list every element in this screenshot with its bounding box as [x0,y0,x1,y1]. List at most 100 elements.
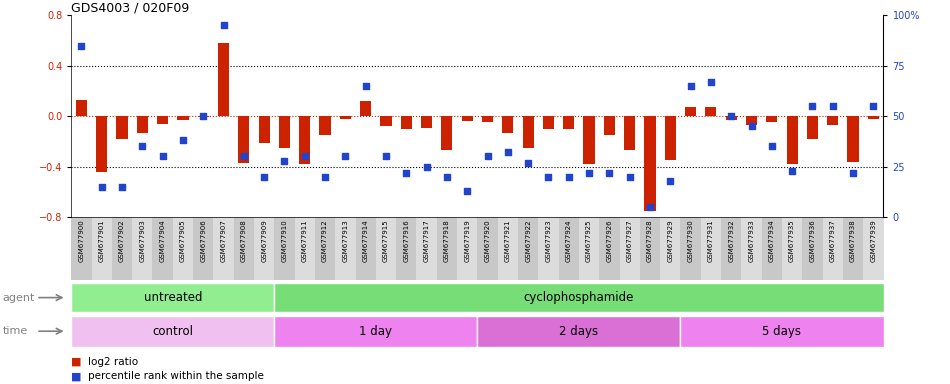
Point [724,113,739,119]
Bar [823,217,843,280]
Bar [157,116,168,124]
Point [216,22,231,28]
Bar [132,217,153,280]
Point [480,154,495,160]
Bar [279,116,290,148]
Bar [721,217,741,280]
Point [74,43,89,49]
Text: time: time [3,326,28,336]
Bar [787,116,798,164]
Bar [478,217,498,280]
Bar [680,316,884,347]
Point [419,164,434,170]
Bar [843,217,864,280]
Bar [522,116,534,148]
Point [439,174,454,180]
Bar [864,217,884,280]
Text: untreated: untreated [143,291,202,304]
Bar [457,217,477,280]
Point [703,79,718,85]
Bar [644,116,655,211]
Bar [462,116,473,121]
Bar [705,108,716,116]
Point [276,157,292,164]
Bar [193,217,214,280]
Point [744,123,759,129]
Bar [238,116,250,163]
Bar [137,116,148,132]
Point [826,103,841,109]
Bar [153,217,173,280]
Point [358,83,373,89]
Bar [518,217,539,280]
Bar [198,116,209,118]
Text: percentile rank within the sample: percentile rank within the sample [88,371,264,381]
Text: 2 days: 2 days [560,325,598,338]
Bar [498,217,518,280]
Bar [275,316,477,347]
Bar [867,116,879,119]
Bar [782,217,802,280]
Point [114,184,129,190]
Bar [482,116,493,122]
Text: agent: agent [3,293,35,303]
Bar [214,217,234,280]
Bar [218,43,229,116]
Bar [539,217,559,280]
Bar [380,116,391,126]
Bar [112,217,132,280]
Bar [680,217,701,280]
Bar [258,116,270,142]
Bar [254,217,275,280]
Bar [275,217,294,280]
Text: ■: ■ [71,371,82,381]
Point [237,154,252,160]
Bar [71,283,275,312]
Point [399,170,414,176]
Bar [234,217,254,280]
Point [135,143,150,149]
Text: log2 ratio: log2 ratio [88,357,139,367]
Bar [802,217,823,280]
Bar [299,116,311,164]
Point [501,149,516,156]
Point [317,174,332,180]
Bar [71,217,91,280]
Bar [762,217,782,280]
Bar [583,116,595,164]
Bar [503,116,513,132]
Bar [376,217,396,280]
Bar [319,116,331,135]
Bar [542,116,554,129]
Text: control: control [152,325,193,338]
Bar [396,217,416,280]
Bar [746,116,757,125]
Bar [335,217,355,280]
Bar [76,100,87,116]
Bar [741,217,762,280]
Text: 1 day: 1 day [359,325,392,338]
Point [865,103,881,109]
Bar [442,116,452,150]
Point [785,167,800,174]
Bar [640,217,660,280]
Bar [665,116,675,160]
Bar [701,217,721,280]
Bar [275,283,884,312]
Bar [117,116,127,139]
Bar [360,101,371,116]
Point [846,170,861,176]
Point [663,178,678,184]
Text: GDS4003 / 020F09: GDS4003 / 020F09 [71,1,189,14]
Bar [624,116,636,150]
Bar [847,116,859,162]
Bar [416,217,437,280]
Text: ■: ■ [71,357,82,367]
Bar [355,217,376,280]
Point [642,204,657,210]
Bar [96,116,107,172]
Bar [827,116,838,125]
Text: cyclophosphamide: cyclophosphamide [523,291,634,304]
Bar [173,217,193,280]
Text: 5 days: 5 days [763,325,802,338]
